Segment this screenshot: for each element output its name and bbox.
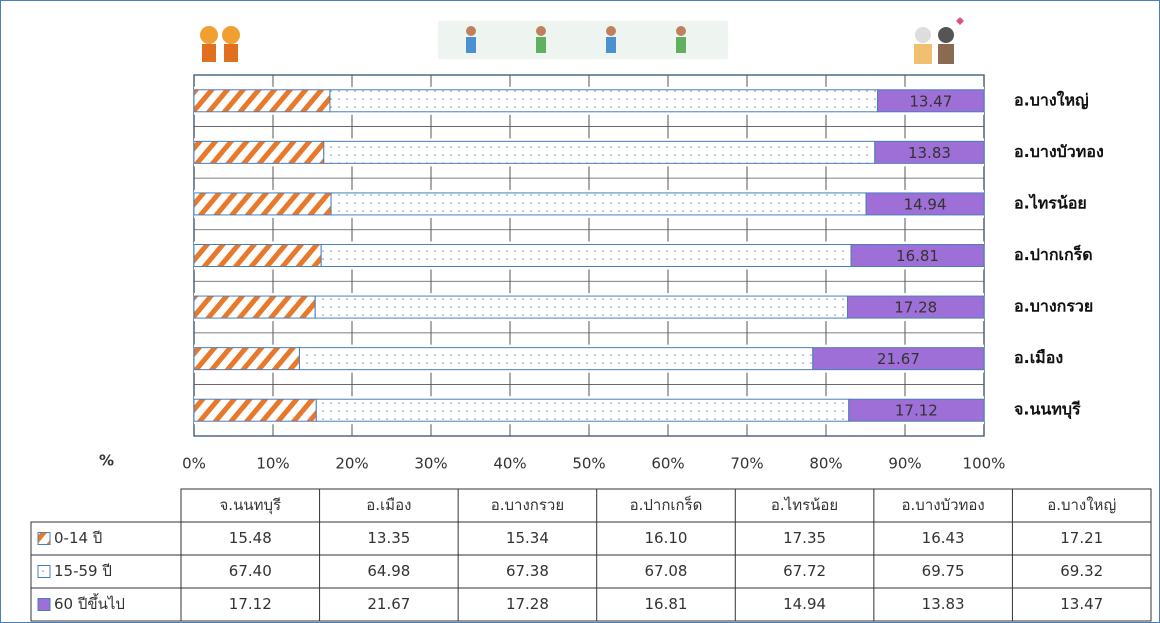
x-tick-label: 0% [182,455,206,473]
legend-label: 0-14 ปี [54,529,102,547]
category-label: อ.บางใหญ่ [1014,90,1089,110]
page: 0% 10% 20% 30% 40% 50% 60% 70% 80% 90% 100%% 17.12 จ… [0,0,1160,623]
bar-segment [194,296,315,318]
bar-segment [321,245,851,267]
icon-elders [914,17,964,64]
legend-swatch [38,533,50,545]
bar-segment [299,348,812,370]
table-header: จ.นนทบุรี [220,496,282,515]
table-cell: 21.67 [367,595,410,613]
x-tick-label: 40% [493,455,526,473]
bar-segment [330,90,878,112]
icon-children [200,26,240,62]
table-cell: 64.98 [367,562,410,580]
table-header: อ.บางกรวย [491,496,564,514]
table-cell: 16.81 [645,595,688,613]
category-label: อ.บางกรวย [1014,297,1093,316]
data-label: 17.28 [894,299,937,317]
table-cell: 13.83 [922,595,965,613]
table-cell: 67.72 [783,562,826,580]
category-label: จ.นนทบุรี [1014,400,1081,420]
data-label: 21.67 [877,350,920,368]
x-tick-label: 20% [335,455,368,473]
table-cell: 15.34 [506,529,549,547]
data-label: 13.47 [909,92,952,110]
bar-segment [331,193,866,215]
category-label: อ.บางบัวทอง [1014,142,1104,161]
table-cell: 16.43 [922,529,965,547]
chart: 0% 10% 20% 30% 40% 50% 60% 70% 80% 90% 100%% 17.12 จ… [1,1,1159,622]
table-cell: 17.12 [229,595,272,613]
legend-label: 60 ปีขึ้นไป [54,593,125,613]
bar-segment [194,90,330,112]
category-label: อ.เมือง [1014,348,1063,367]
unit-label: % [99,452,114,470]
x-tick-label: 30% [414,455,447,473]
table-header: อ.ไทรน้อย [771,496,838,514]
bar-segment [315,296,847,318]
table-cell: 67.38 [506,562,549,580]
x-tick-label: 90% [888,455,921,473]
x-tick-label: 60% [651,455,684,473]
x-tick-label: 50% [572,455,605,473]
table-cell: 67.40 [229,562,272,580]
bar-segment [194,245,321,267]
table-cell: 13.47 [1060,595,1103,613]
table-cell: 69.75 [922,562,965,580]
category-label: อ.ปากเกร็ด [1014,243,1093,264]
table-header: อ.บางบัวทอง [902,496,985,514]
bar-segment [194,348,299,370]
data-label: 17.12 [895,402,938,420]
data-label: 16.81 [896,247,939,265]
x-tick-label: 100% [963,455,1006,473]
table-cell: 15.48 [229,529,272,547]
bar-segment [194,399,316,421]
legend-swatch [38,566,50,578]
table-header: อ.บางใหญ่ [1047,496,1116,514]
bar-segment [194,141,324,163]
x-tick-label: 70% [730,455,763,473]
data-label: 13.83 [908,144,951,162]
bar-segment [194,193,331,215]
table-cell: 13.35 [367,529,410,547]
x-tick-label: 80% [809,455,842,473]
icon-runners [438,21,728,59]
x-tick-label: 10% [256,455,289,473]
table-header: อ.เมือง [366,496,411,514]
table-header: อ.ปากเกร็ด [630,495,703,514]
category-label: อ.ไทรน้อย [1014,193,1087,212]
table-cell: 16.10 [645,529,688,547]
table-cell: 67.08 [645,562,688,580]
table-body-box [31,522,1151,621]
table-cell: 17.21 [1060,529,1103,547]
table-cell: 14.94 [783,595,826,613]
bar-segment [316,399,848,421]
bar-segment [324,141,875,163]
legend-label: 15-59 ปี [54,562,112,580]
legend-swatch [38,599,50,611]
data-label: 14.94 [904,195,947,213]
table-cell: 17.35 [783,529,826,547]
table-cell: 69.32 [1060,562,1103,580]
table-cell: 17.28 [506,595,549,613]
